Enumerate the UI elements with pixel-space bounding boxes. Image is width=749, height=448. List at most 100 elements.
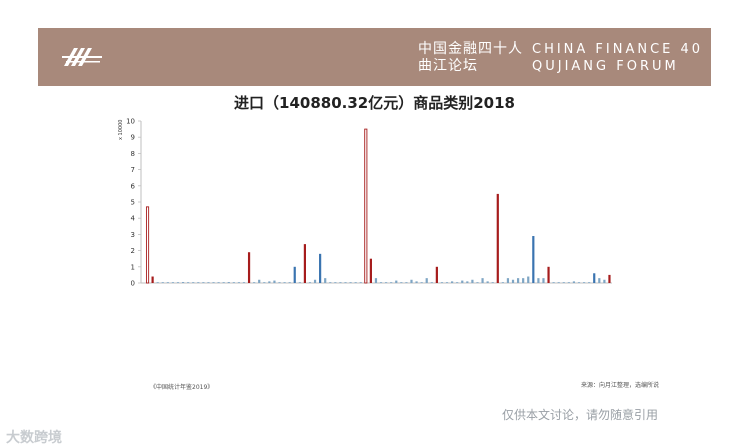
bar [339, 282, 342, 283]
bar [369, 258, 372, 283]
bar [334, 282, 337, 283]
bar [145, 206, 150, 284]
bar [247, 252, 251, 283]
bar [400, 282, 403, 283]
bar [192, 282, 195, 283]
bar [608, 274, 611, 283]
bar [390, 282, 393, 283]
bar [567, 282, 570, 283]
bar [197, 282, 200, 283]
bar [324, 278, 327, 283]
bar [217, 282, 220, 283]
bar [542, 278, 545, 283]
bar [440, 282, 444, 283]
bar [557, 282, 560, 283]
y-tick-label: 9 [131, 134, 135, 142]
bar [329, 282, 332, 283]
bar [298, 282, 301, 283]
usage-note: 仅供本文讨论，请勿随意引用 [502, 408, 659, 422]
bar [456, 282, 459, 283]
data-note: 来源：向月江整理，选编所说 [581, 382, 660, 389]
header-banner: 中国金融四十人 曲江论坛 CHINA FINANCE 40 QUJIANG FO… [38, 28, 711, 86]
bar [466, 281, 469, 283]
y-tick-label: 3 [131, 231, 135, 239]
bar [582, 282, 586, 283]
bar [445, 282, 449, 283]
bar [258, 279, 261, 283]
bar [379, 282, 383, 283]
forum-logo-icon [62, 48, 102, 66]
bar [283, 282, 286, 283]
forum-name-cn: 中国金融四十人 曲江论坛 [418, 41, 523, 74]
bar [522, 278, 525, 283]
bar [161, 282, 164, 283]
bar [415, 281, 418, 283]
data-source: 《中国统计年鉴2019》 [150, 384, 214, 391]
y-tick-label: 10 [126, 118, 135, 126]
bar [166, 282, 169, 283]
bar [506, 278, 510, 283]
bar [288, 282, 291, 283]
bar [202, 282, 205, 283]
bar [598, 278, 601, 283]
bar [552, 282, 555, 283]
bar [572, 281, 576, 283]
bar [501, 282, 504, 283]
bar [511, 279, 515, 283]
bar [354, 282, 357, 283]
bar [237, 282, 241, 283]
bar [273, 280, 276, 283]
bar [481, 278, 484, 283]
bar [471, 279, 474, 283]
bar [527, 276, 530, 283]
bar [496, 193, 499, 283]
bar [461, 280, 464, 283]
bar [278, 282, 281, 283]
bar [313, 279, 317, 283]
bar [187, 282, 190, 283]
bar [207, 282, 210, 283]
chart-title: 进口（140880.32亿元）商品类别2018 [234, 94, 515, 112]
bar [374, 278, 378, 283]
bar [562, 282, 565, 283]
watermark: 大数跨境 [6, 430, 62, 446]
bar [263, 282, 266, 283]
bar [425, 278, 428, 283]
bar [476, 282, 479, 283]
bar [537, 278, 540, 283]
bar [349, 282, 352, 283]
forum-name-en: CHINA FINANCE 40 QUJIANG FORUM [532, 42, 704, 74]
bar [359, 282, 362, 283]
y-tick-label: 8 [131, 150, 135, 158]
bar [176, 282, 180, 283]
bar [405, 282, 408, 283]
bar [577, 282, 581, 283]
bar [156, 282, 159, 283]
y-tick-label: 4 [131, 215, 136, 223]
bar [547, 266, 550, 283]
bar [395, 280, 398, 283]
bar [516, 278, 520, 283]
bar [303, 244, 306, 283]
bar [227, 282, 230, 283]
bar [253, 282, 256, 283]
bar [532, 236, 535, 283]
bar [385, 282, 388, 283]
y-tick-label: 5 [131, 199, 135, 207]
bar [364, 128, 368, 284]
y-tick-label: 2 [131, 247, 135, 255]
bar [491, 282, 494, 283]
bar [181, 282, 185, 283]
bar [588, 282, 591, 283]
bar [430, 282, 433, 283]
bar [171, 282, 175, 283]
bar [451, 281, 454, 283]
y-tick-label: 1 [131, 263, 135, 271]
bar [242, 282, 246, 283]
y-unit-label: x 10000 [118, 120, 124, 140]
y-tick-label: 6 [131, 182, 136, 190]
bar [435, 266, 438, 283]
bar [268, 281, 271, 283]
bar [420, 282, 423, 283]
